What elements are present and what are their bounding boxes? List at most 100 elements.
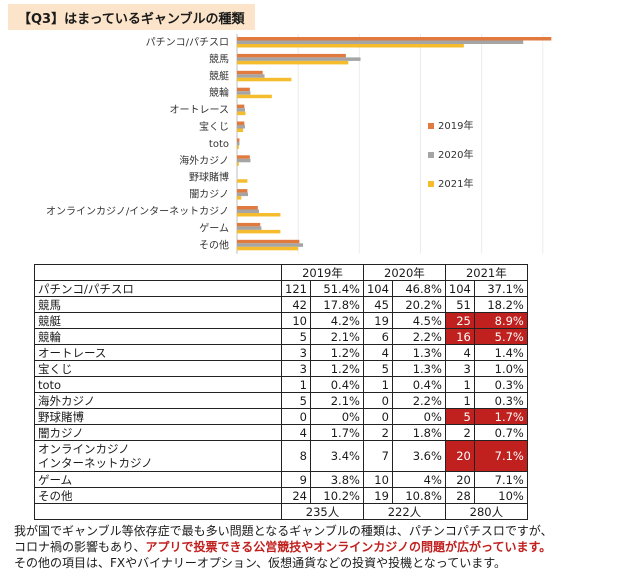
count-cell: 1 xyxy=(281,376,311,393)
footer-note: 我が国でギャンブル等依存症で最も多い問題となるギャンブルの種類は、パチンコパチス… xyxy=(14,523,553,571)
bar-2021年-闇カジノ xyxy=(237,196,242,200)
category-label: その他 xyxy=(199,238,229,251)
count-cell: 24 xyxy=(281,487,311,504)
bar-2019年-その他 xyxy=(237,239,300,244)
percent-cell: 0.4% xyxy=(391,376,446,393)
table-row: 競輪 5 2.1% 6 2.2% 16 5.7% xyxy=(34,328,528,345)
row-label: 競輪 xyxy=(34,328,282,345)
legend-swatch xyxy=(428,123,434,129)
count-cell: 1 xyxy=(444,392,475,409)
bar-2019年-海外カジノ xyxy=(237,155,250,159)
bar-2020年-オンラインカジノ/インターネットカジノ xyxy=(237,209,260,213)
percent-cell: 0.4% xyxy=(309,376,364,393)
bar-2020年-ゲーム xyxy=(237,226,262,230)
percent-cell: 51.4% xyxy=(309,280,364,297)
count-cell: 4 xyxy=(362,344,393,361)
percent-cell: 1.4% xyxy=(473,344,528,361)
percent-cell: 1.3% xyxy=(391,344,446,361)
bar-2020年-その他 xyxy=(237,243,304,247)
percent-cell: 10.8% xyxy=(391,487,446,504)
bar-2021年-野球賭博 xyxy=(237,179,248,183)
row-label: toto xyxy=(34,376,282,393)
footer-line-3: その他の項目は、FXやバイナリーオプション、仮想通貨などの投資や投機となっていま… xyxy=(14,556,507,570)
legend-label: 2020年 xyxy=(438,148,473,161)
count-cell: 3 xyxy=(444,360,475,377)
count-cell: 16 xyxy=(444,328,475,345)
percent-cell: 0.7% xyxy=(473,424,528,441)
count-cell: 9 xyxy=(281,471,311,488)
percent-cell: 0% xyxy=(391,408,446,425)
row-label: ゲーム xyxy=(34,471,282,488)
bar-2019年-宝くじ xyxy=(237,121,245,125)
table-row: 野球賭博 0 0% 0 0% 5 1.7% xyxy=(34,408,528,425)
count-cell: 5 xyxy=(444,408,475,425)
percent-cell: 1.7% xyxy=(309,424,364,441)
count-cell: 6 xyxy=(362,328,393,345)
row-label: オートレース xyxy=(34,344,282,361)
count-cell: 2 xyxy=(444,424,475,441)
bar-2021年-オンラインカジノ/インターネットカジノ xyxy=(237,213,281,217)
percent-cell: 4.5% xyxy=(391,312,446,329)
totals-label xyxy=(34,503,282,520)
bar-2020年-競馬 xyxy=(237,57,361,61)
count-cell: 0 xyxy=(362,392,393,409)
count-cell: 104 xyxy=(362,280,393,297)
bar-2021年-その他 xyxy=(237,246,299,251)
table-row: 競馬 42 17.8% 45 20.2% 51 18.2% xyxy=(34,296,528,313)
category-label: オンラインカジノ/インターネットカジノ xyxy=(46,206,229,218)
bar-2019年-toto xyxy=(237,138,240,142)
count-cell: 5 xyxy=(362,360,393,377)
count-cell: 1 xyxy=(362,376,393,393)
count-cell: 19 xyxy=(362,487,393,504)
table-row: オンラインカジノ インターネットカジノ 8 3.4% 7 3.6% 20 7.1% xyxy=(34,440,528,472)
bar-2019年-オンラインカジノ/インターネットカジノ xyxy=(237,206,258,210)
percent-cell: 20.2% xyxy=(391,296,446,313)
bar-2020年-宝くじ xyxy=(237,125,245,129)
table-header-row: 2019年 2020年 2021年 xyxy=(34,264,528,281)
category-label: 宝くじ xyxy=(199,120,229,133)
table-row: ゲーム 9 3.8% 10 4% 20 7.1% xyxy=(34,471,528,488)
bar-2021年-ゲーム xyxy=(237,229,281,234)
percent-cell: 10% xyxy=(473,487,528,504)
bar-2021年-toto xyxy=(237,145,239,149)
percent-cell: 0% xyxy=(309,408,364,425)
percent-cell: 10.2% xyxy=(309,487,364,504)
percent-cell: 1.0% xyxy=(473,360,528,377)
bar-2019年-競艇 xyxy=(237,70,263,75)
category-label: パチンコ/パチスロ xyxy=(146,37,229,49)
percent-cell: 2.1% xyxy=(309,328,364,345)
bar-2020年-競輪 xyxy=(237,91,251,95)
count-cell: 121 xyxy=(281,280,311,297)
count-cell: 104 xyxy=(444,280,475,297)
count-cell: 20 xyxy=(444,440,475,472)
percent-cell: 4% xyxy=(391,471,446,488)
percent-cell: 46.8% xyxy=(391,280,446,297)
count-cell: 10 xyxy=(362,471,393,488)
percent-cell: 7.1% xyxy=(473,471,528,488)
count-cell: 42 xyxy=(281,296,311,313)
bar-2020年-闇カジノ xyxy=(237,192,249,197)
bar-2019年-ゲーム xyxy=(237,222,261,227)
category-label: オートレース xyxy=(170,104,230,116)
data-table: 2019年 2020年 2021年 パチンコ/パチスロ 121 51.4% 104 46.8%… xyxy=(34,264,528,520)
category-label: toto xyxy=(209,139,229,150)
percent-cell: 1.7% xyxy=(473,408,528,425)
table-row: toto 1 0.4% 1 0.4% 1 0.3% xyxy=(34,376,528,393)
row-label: パチンコ/パチスロ xyxy=(34,280,282,297)
percent-cell: 8.9% xyxy=(473,312,528,329)
count-cell: 3 xyxy=(281,360,311,377)
count-cell: 0 xyxy=(362,408,393,425)
category-label: 野球賭博 xyxy=(189,171,229,184)
percent-cell: 17.8% xyxy=(309,296,364,313)
percent-cell: 3.4% xyxy=(309,440,364,472)
bar-2021年-競輪 xyxy=(237,94,272,99)
count-cell: 4 xyxy=(281,424,311,441)
percent-cell: 1.3% xyxy=(391,360,446,377)
percent-cell: 5.7% xyxy=(473,328,528,345)
legend-swatch xyxy=(428,181,434,187)
bar-2020年-パチンコ/パチスロ xyxy=(237,40,524,44)
total-cell: 280人 xyxy=(444,503,528,520)
legend-label: 2021年 xyxy=(438,177,473,190)
category-label: 競艇 xyxy=(209,69,229,82)
